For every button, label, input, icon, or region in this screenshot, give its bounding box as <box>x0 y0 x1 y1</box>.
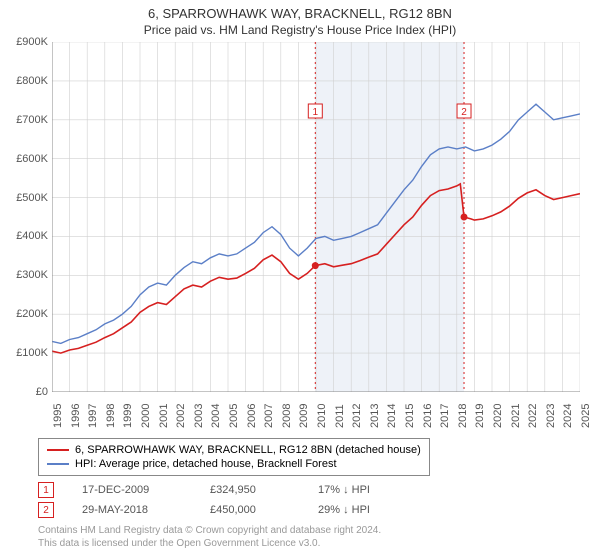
copyright: Contains HM Land Registry data © Crown c… <box>38 524 381 550</box>
sale-price: £450,000 <box>210 504 290 516</box>
x-axis-label: 1995 <box>52 404 64 428</box>
chart-subtitle: Price paid vs. HM Land Registry's House … <box>0 21 600 41</box>
sale-marker-box: 1 <box>38 482 54 498</box>
sale-row: 2 29-MAY-2018 £450,000 29% ↓ HPI <box>38 500 370 520</box>
legend-swatch <box>47 463 69 465</box>
x-axis-label: 2015 <box>404 404 416 428</box>
legend-item: 6, SPARROWHAWK WAY, BRACKNELL, RG12 8BN … <box>47 443 421 457</box>
chart-title: 6, SPARROWHAWK WAY, BRACKNELL, RG12 8BN <box>0 0 600 21</box>
x-axis-label: 2024 <box>562 404 574 428</box>
x-axis-label: 2018 <box>457 404 469 428</box>
sale-marker-box: 2 <box>38 502 54 518</box>
x-axis-label: 1998 <box>105 404 117 428</box>
y-axis-label: £0 <box>4 386 48 398</box>
legend-item: HPI: Average price, detached house, Brac… <box>47 457 421 471</box>
x-axis-label: 2003 <box>193 404 205 428</box>
x-axis-label: 2014 <box>386 404 398 428</box>
x-axis-label: 2017 <box>439 404 451 428</box>
chart-area: 12 £0£100K£200K£300K£400K£500K£600K£700K… <box>52 42 580 392</box>
sale-date: 29-MAY-2018 <box>82 504 182 516</box>
x-axis-label: 2023 <box>545 404 557 428</box>
y-axis-label: £300K <box>4 269 48 281</box>
y-axis-label: £600K <box>4 153 48 165</box>
x-axis-label: 2004 <box>210 404 222 428</box>
y-axis-label: £200K <box>4 308 48 320</box>
legend-swatch <box>47 449 69 451</box>
sale-vs-hpi: 17% ↓ HPI <box>318 484 370 496</box>
x-axis-label: 2022 <box>527 404 539 428</box>
x-axis-label: 2001 <box>158 404 170 428</box>
copyright-line1: Contains HM Land Registry data © Crown c… <box>38 524 381 537</box>
y-axis-label: £700K <box>4 114 48 126</box>
sale-price: £324,950 <box>210 484 290 496</box>
legend-label: 6, SPARROWHAWK WAY, BRACKNELL, RG12 8BN … <box>75 444 421 456</box>
y-axis-label: £400K <box>4 230 48 242</box>
x-axis-label: 2011 <box>334 404 346 428</box>
x-axis-label: 2008 <box>281 404 293 428</box>
sale-date: 17-DEC-2009 <box>82 484 182 496</box>
copyright-line2: This data is licensed under the Open Gov… <box>38 537 381 550</box>
svg-text:1: 1 <box>313 107 319 118</box>
y-axis-label: £500K <box>4 192 48 204</box>
x-axis-label: 2025 <box>580 404 592 428</box>
y-axis-label: £900K <box>4 36 48 48</box>
sales-table: 1 17-DEC-2009 £324,950 17% ↓ HPI 2 29-MA… <box>38 480 370 520</box>
x-axis-label: 2016 <box>422 404 434 428</box>
x-axis-label: 1996 <box>70 404 82 428</box>
x-axis-label: 2021 <box>510 404 522 428</box>
sale-vs-hpi: 29% ↓ HPI <box>318 504 370 516</box>
legend-label: HPI: Average price, detached house, Brac… <box>75 458 337 470</box>
x-axis-label: 2019 <box>474 404 486 428</box>
x-axis-label: 2005 <box>228 404 240 428</box>
svg-text:2: 2 <box>461 107 467 118</box>
x-axis-label: 2009 <box>298 404 310 428</box>
x-axis-label: 2012 <box>351 404 363 428</box>
y-axis-label: £100K <box>4 347 48 359</box>
x-axis-label: 2020 <box>492 404 504 428</box>
x-axis-label: 2006 <box>246 404 258 428</box>
sale-row: 1 17-DEC-2009 £324,950 17% ↓ HPI <box>38 480 370 500</box>
x-axis-label: 1997 <box>87 404 99 428</box>
y-axis-label: £800K <box>4 75 48 87</box>
x-axis-label: 2000 <box>140 404 152 428</box>
x-axis-label: 2013 <box>369 404 381 428</box>
x-axis-label: 2002 <box>175 404 187 428</box>
legend: 6, SPARROWHAWK WAY, BRACKNELL, RG12 8BN … <box>38 438 430 476</box>
x-axis-label: 2010 <box>316 404 328 428</box>
x-axis-label: 1999 <box>122 404 134 428</box>
x-axis-label: 2007 <box>263 404 275 428</box>
chart-svg: 12 <box>52 42 580 392</box>
